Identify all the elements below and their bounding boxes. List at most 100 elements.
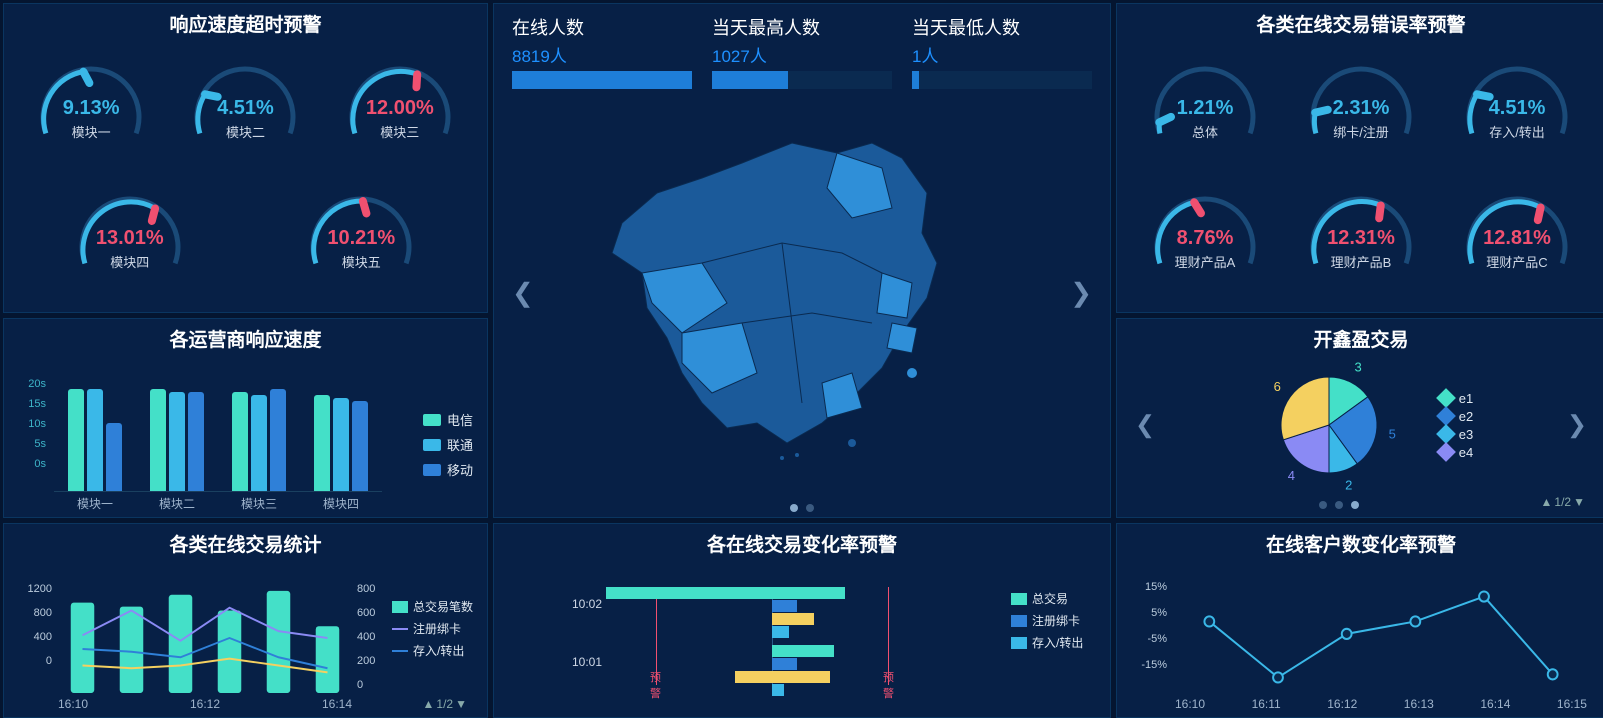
gauge: 13.01%模块四	[55, 175, 205, 305]
pie-prev-arrow[interactable]: ❮	[1135, 411, 1155, 440]
svg-text:3: 3	[1354, 360, 1361, 374]
client-change-chart: 15%5%-5%-15% 16:1016:1116:1216:1316:1416…	[1127, 565, 1595, 715]
trade-stats-chart: 12008004000 8006004002000 16:1016:1216:1…	[14, 565, 477, 715]
legend-item: 存入/转出	[1011, 634, 1096, 651]
change-rate-chart: 预警预警10:02 10:01	[504, 565, 1100, 715]
china-map: ❮ ❯	[504, 93, 1100, 493]
bar	[169, 392, 185, 491]
response-warning-panel: 响应速度超时预警 9.13%模块一 4.51%模块二 12.00%模块三 13.…	[3, 3, 488, 313]
legend-item: e4	[1439, 445, 1473, 460]
page-up-icon[interactable]: ▲	[1541, 495, 1553, 509]
legend-item: 移动	[423, 460, 473, 479]
pie-chart: 3 5 2 4 6	[1249, 360, 1409, 490]
x-label: 模块四	[323, 495, 359, 512]
carrier-bar-chart: 20s15s10s5s0s 模块一模块二模块三模块四 电信联通移动	[14, 360, 477, 518]
pager-dot[interactable]	[1319, 501, 1327, 509]
bar	[87, 389, 103, 491]
gauge: 8.76%理财产品A	[1130, 175, 1280, 305]
pager-dot[interactable]	[790, 504, 798, 512]
counter-title: 当天最高人数	[712, 14, 892, 40]
page-down-icon[interactable]: ▼	[455, 697, 467, 711]
svg-text:2: 2	[1345, 477, 1352, 490]
gauge: 12.00%模块三	[325, 45, 475, 175]
legend-item: 存入/转出	[392, 642, 477, 659]
x-label: 16:14	[322, 697, 352, 711]
bar-group	[150, 378, 204, 491]
counter-value: 8819人	[512, 42, 692, 67]
counter-value: 1人	[912, 42, 1092, 67]
legend-item: 注册绑卡	[1011, 612, 1096, 629]
client-change-title: 在线客户数变化率预警	[1127, 530, 1595, 557]
legend-item: 总交易笔数	[392, 598, 477, 615]
x-label: 16:12	[190, 697, 220, 711]
bar	[68, 389, 84, 491]
pie-panel: 开鑫盈交易 ❮ 3 5 2 4 6 e1 e2 e3 e4 ❯ ▲ 1/2 ▼	[1116, 318, 1603, 518]
pie-pager[interactable]	[1137, 496, 1541, 514]
carrier-speed-title: 各运营商响应速度	[14, 325, 477, 352]
pager-dot[interactable]	[1351, 501, 1359, 509]
legend-item: e2	[1439, 409, 1473, 424]
change-rate-title: 各在线交易变化率预警	[504, 530, 1100, 557]
gauge: 9.13%模块一	[16, 45, 166, 175]
bar-group	[314, 378, 368, 491]
trade-stats-panel: 各类在线交易统计 12008004000 8006004002000 16:10…	[3, 523, 488, 718]
client-change-panel: 在线客户数变化率预警 15%5%-5%-15% 16:1016:1116:121…	[1116, 523, 1603, 718]
gauge: 2.31%绑卡/注册	[1286, 45, 1436, 175]
gauge: 4.51%存入/转出	[1442, 45, 1592, 175]
bar	[314, 395, 330, 491]
pie-title: 开鑫盈交易	[1127, 325, 1595, 352]
carrier-speed-panel: 各运营商响应速度 20s15s10s5s0s 模块一模块二模块三模块四 电信联通…	[3, 318, 488, 518]
x-label: 16:14	[1480, 697, 1510, 711]
legend-item: 电信	[423, 410, 473, 429]
x-label: 模块一	[77, 495, 113, 512]
bar-group	[68, 378, 122, 491]
x-label: 16:12	[1327, 697, 1357, 711]
legend-item: e3	[1439, 427, 1473, 442]
x-label: 模块二	[159, 495, 195, 512]
x-label: 16:10	[58, 697, 88, 711]
x-label: 16:10	[1175, 697, 1205, 711]
trade-page-control[interactable]: ▲ 1/2 ▼	[423, 697, 467, 711]
map-next-arrow[interactable]: ❯	[1070, 278, 1092, 309]
legend-item: 注册绑卡	[392, 620, 477, 637]
counter: 在线人数 8819人	[512, 14, 692, 89]
pager-dot[interactable]	[1335, 501, 1343, 509]
x-label: 模块三	[241, 495, 277, 512]
counter-title: 当天最低人数	[912, 14, 1092, 40]
response-warning-title: 响应速度超时预警	[14, 10, 477, 37]
pager-dot[interactable]	[806, 504, 814, 512]
page-down-icon[interactable]: ▼	[1573, 495, 1585, 509]
bar	[232, 392, 248, 491]
gauge: 12.81%理财产品C	[1442, 175, 1592, 305]
page-up-icon[interactable]: ▲	[423, 697, 435, 711]
x-label: 16:11	[1252, 697, 1281, 711]
center-panel: 在线人数 8819人 当天最高人数 1027人 当天最低人数 1人 ❮ ❯	[493, 3, 1111, 518]
counter: 当天最高人数 1027人	[712, 14, 892, 89]
legend-item: e1	[1439, 391, 1473, 406]
bar	[106, 423, 122, 491]
pie-next-arrow[interactable]: ❯	[1567, 411, 1587, 440]
error-warning-title: 各类在线交易错误率预警	[1127, 10, 1595, 37]
x-label: 16:15	[1557, 697, 1587, 711]
counter-title: 在线人数	[512, 14, 692, 40]
legend-item: 联通	[423, 435, 473, 454]
gauge: 4.51%模块二	[170, 45, 320, 175]
bar	[150, 389, 166, 491]
svg-text:6: 6	[1273, 379, 1280, 394]
bar	[251, 395, 267, 491]
gauge: 1.21%总体	[1130, 45, 1280, 175]
gauge: 10.21%模块五	[286, 175, 436, 305]
legend-item: 总交易	[1011, 590, 1096, 607]
gauge: 12.31%理财产品B	[1286, 175, 1436, 305]
pie-page-control[interactable]: ▲ 1/2 ▼	[1541, 495, 1585, 509]
trade-stats-title: 各类在线交易统计	[14, 530, 477, 557]
map-pager[interactable]	[504, 499, 1100, 517]
error-warning-panel: 各类在线交易错误率预警 1.21%总体 2.31%绑卡/注册 4.51%存入/转…	[1116, 3, 1603, 313]
bar	[270, 389, 286, 491]
map-prev-arrow[interactable]: ❮	[512, 278, 534, 309]
x-label: 16:13	[1404, 697, 1434, 711]
svg-text:4: 4	[1288, 468, 1295, 483]
bar	[333, 398, 349, 491]
svg-text:5: 5	[1388, 426, 1395, 441]
counter-value: 1027人	[712, 42, 892, 67]
